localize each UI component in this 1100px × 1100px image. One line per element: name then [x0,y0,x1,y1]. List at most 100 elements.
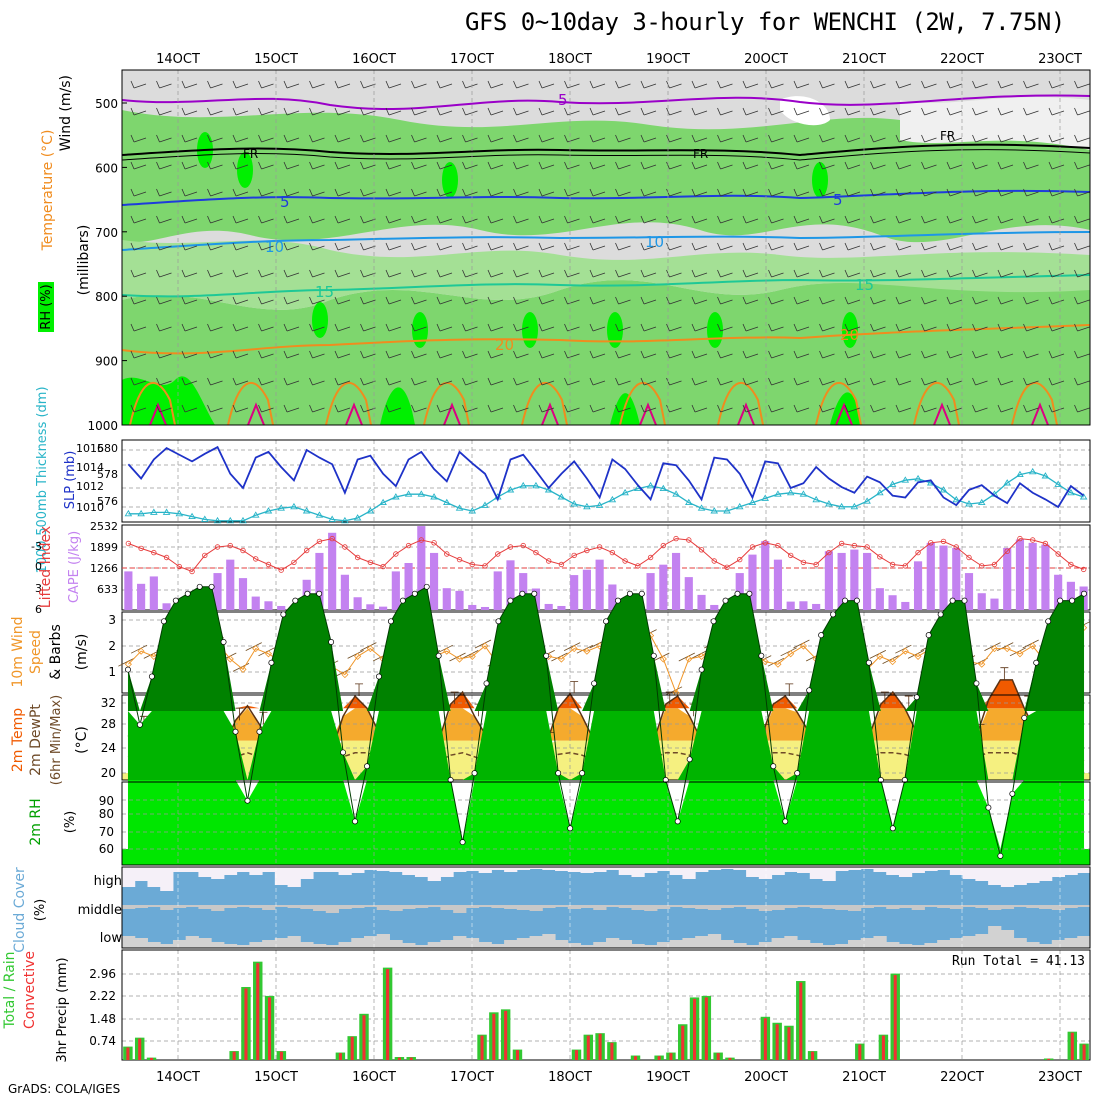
wind-barb [181,350,198,359]
wind-barb [768,242,784,251]
li-point [456,556,463,563]
precip-conv-bar [716,1053,720,1060]
cloud-high [376,867,390,871]
wind-barb [564,80,580,89]
wind-barb [895,404,912,413]
cloud-middle [797,905,811,907]
wind-barb [589,242,606,251]
precip-conv-bar [1047,1058,1051,1060]
thickness-point [162,508,171,515]
temp-minmax-bar [880,691,889,705]
wind10-point [697,652,706,660]
wind-barb [666,107,682,116]
wind10-point [366,645,374,653]
wind-barb [385,323,402,332]
rh-point [148,673,155,680]
cloud-middle [364,905,378,907]
temp-tick: 28 [101,717,116,731]
thickness-point [659,484,668,492]
wind-barb [666,134,682,143]
cloud-low [1026,942,1040,948]
cape-bar [863,552,872,610]
cloud-middle [1013,905,1027,907]
cloud-high [809,867,824,879]
li-point [418,537,425,543]
precip-conv-bar [586,1035,590,1060]
cloud-middle [249,905,263,908]
wind-barb [513,350,529,359]
cape-bar [735,573,744,610]
wind-barb [130,296,147,305]
cloud-low [784,936,798,948]
wind-barb [181,188,198,197]
cloud-low [695,936,709,948]
cape-bar [264,601,273,610]
cape-bar [646,573,655,610]
rh-point [615,597,621,604]
wind-barb [385,80,402,89]
cloud-low [1013,938,1027,948]
li-point [558,561,565,568]
isotherm-25 [345,402,363,426]
li-point [953,544,959,550]
rh-point [1009,790,1016,797]
cloud-low [465,938,480,948]
cloud-low [427,942,441,948]
cloud-high [555,867,569,871]
precip-tick: 2.96 [89,967,116,981]
wind-barb [1023,269,1039,278]
cloud-low [720,940,734,948]
precip-conv-bar [881,1035,885,1060]
cloud-middle [631,905,645,910]
wind-barb [130,269,147,278]
wind-barb [870,80,886,89]
wind-barb [844,188,861,197]
wind-barb [640,161,657,170]
wind-barb [793,134,810,143]
li-point [1017,535,1023,542]
cloud-middle [402,905,416,909]
cloud-high [567,867,582,872]
cape-bar [824,551,833,610]
cloud-high [287,867,301,887]
wind-barb [742,323,759,332]
thickness-point [532,481,540,489]
cloud-low [172,940,187,948]
cloud-low [364,936,378,948]
cloud-high [364,867,378,870]
wind-barb [411,323,427,332]
wind-barb [870,107,886,116]
wind-barb [768,161,784,170]
wind-barb [538,107,555,116]
thickness-point [1028,467,1037,475]
precip-conv-bar [504,1010,508,1060]
li-point [584,547,590,554]
cape-bar [391,571,400,610]
wind-barb [130,188,147,197]
wind10-tick: 2 [108,639,116,653]
precip-conv-bar [338,1053,342,1060]
wind-barb [819,134,835,143]
wind-barb [615,377,631,386]
precip-conv-bar [397,1057,401,1060]
rh-point [232,728,239,735]
date-label-top: 14OCT [156,52,200,67]
wind-barb [589,161,606,170]
cloud-low [504,940,518,948]
wind-barb [283,242,300,251]
wind-barb [1048,350,1065,359]
isotherm-25 [541,402,559,426]
wind-barb [130,350,147,359]
wind-barb [1023,215,1039,224]
upper-wind-label: Wind (m/s) [58,75,74,151]
wind-barb [462,188,478,197]
wind10-point [774,660,782,668]
wind-barb [921,80,937,89]
rh-point [782,818,789,825]
cloud-middle [1026,905,1040,908]
thickness-point [710,507,719,514]
wind-barb [538,377,555,386]
rh-point [1021,714,1028,721]
cloud-middle [211,905,225,911]
wind-barb [207,242,223,251]
